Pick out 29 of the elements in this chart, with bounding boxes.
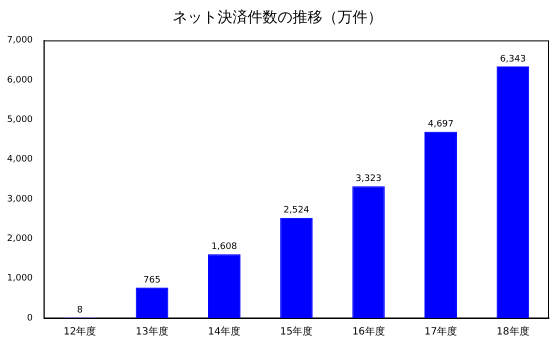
data-label: 4,697 xyxy=(428,120,454,130)
data-label: 3,323 xyxy=(356,174,382,184)
data-label: 8 xyxy=(76,306,83,316)
x-tick-label: 12年度 xyxy=(63,326,96,338)
bar xyxy=(208,254,240,318)
bar xyxy=(280,218,313,318)
chart-title: ネット決済件数の推移（万件） xyxy=(172,7,384,28)
y-tick-label: 0 xyxy=(27,313,34,324)
y-tick-label: 5,000 xyxy=(7,115,34,126)
x-tick-label: 13年度 xyxy=(136,326,168,338)
bar xyxy=(424,132,457,318)
data-label: 765 xyxy=(143,276,161,286)
bar xyxy=(136,288,168,318)
y-tick-label: 3,000 xyxy=(7,194,34,204)
bar xyxy=(496,66,530,318)
y-tick-label: 4,000 xyxy=(7,154,34,165)
x-tick-label: 16年度 xyxy=(352,326,385,338)
bar xyxy=(352,186,385,318)
data-label: 6,343 xyxy=(500,54,526,64)
y-tick-label: 7,000 xyxy=(7,36,34,46)
data-label: 2,524 xyxy=(284,206,310,216)
y-tick-label: 2,000 xyxy=(7,234,34,244)
y-tick-label: 1,000 xyxy=(7,274,34,284)
x-tick-label: 17年度 xyxy=(424,326,458,338)
x-tick-label: 18年度 xyxy=(496,326,530,338)
y-tick-label: 6,000 xyxy=(7,75,34,86)
x-tick-label: 15年度 xyxy=(280,326,313,338)
data-label: 1,608 xyxy=(211,242,238,252)
x-tick-label: 14年度 xyxy=(208,326,241,338)
